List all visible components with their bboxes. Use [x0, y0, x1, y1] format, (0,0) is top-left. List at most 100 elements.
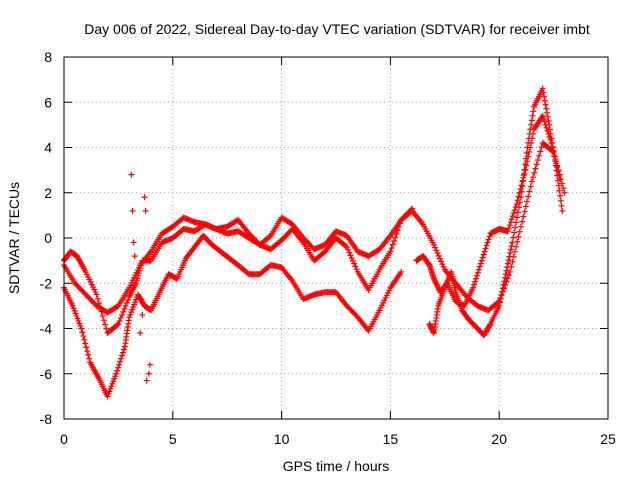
data-point: [507, 268, 514, 275]
data-point: [533, 161, 540, 168]
data-point: [526, 188, 533, 195]
x-tick-label: 25: [600, 431, 616, 447]
data-point: [439, 261, 446, 268]
data-point: [546, 133, 553, 140]
data-point: [502, 271, 509, 278]
data-point: [102, 321, 109, 328]
data-point: [143, 377, 150, 384]
data-point: [433, 247, 440, 254]
data-point: [541, 97, 548, 104]
data-point: [392, 234, 399, 241]
data-point: [118, 355, 125, 362]
data-point: [505, 225, 512, 232]
series-track-b: [61, 232, 405, 400]
data-point: [528, 139, 535, 146]
data-point: [484, 239, 491, 246]
data-point: [503, 267, 510, 274]
data-point: [520, 174, 527, 181]
data-point: [472, 275, 479, 282]
data-point: [521, 208, 528, 215]
data-point: [552, 156, 559, 163]
data-point: [513, 243, 520, 250]
data-point: [515, 209, 522, 216]
data-point: [470, 284, 477, 291]
x-tick-label: 5: [169, 431, 177, 447]
data-point: [349, 257, 356, 264]
data-point: [130, 239, 137, 246]
data-point: [551, 152, 558, 159]
data-point: [129, 207, 136, 214]
data-point: [114, 321, 121, 328]
data-point: [266, 233, 273, 240]
data-point: [116, 361, 123, 368]
data-point: [504, 260, 511, 267]
data-point: [506, 222, 513, 229]
data-point: [83, 344, 90, 351]
data-point: [508, 243, 515, 250]
data-point: [529, 135, 536, 142]
data-point: [113, 370, 120, 377]
data-point: [555, 182, 562, 189]
data-point: [103, 325, 110, 332]
data-point: [486, 322, 493, 329]
y-tick-label: 8: [44, 49, 52, 65]
data-point: [514, 238, 521, 245]
data-point: [480, 251, 487, 258]
data-point: [561, 189, 568, 196]
data-point: [557, 197, 564, 204]
data-point: [530, 174, 537, 181]
data-point: [499, 285, 506, 292]
data-point: [114, 367, 121, 374]
data-point: [122, 302, 129, 309]
data-point: [389, 241, 396, 248]
data-point: [501, 278, 508, 285]
data-point: [560, 185, 567, 192]
data-point: [94, 295, 101, 302]
data-point: [559, 207, 566, 214]
data-point: [343, 244, 350, 251]
data-point: [540, 115, 547, 122]
data-point: [555, 168, 562, 175]
data-point: [510, 234, 517, 241]
data-point: [505, 257, 512, 264]
data-point: [481, 248, 488, 255]
data-point: [527, 183, 534, 190]
data-point: [528, 121, 535, 128]
data-point: [544, 127, 551, 134]
data-point: [352, 263, 359, 270]
x-tick-label: 15: [383, 431, 399, 447]
data-point: [120, 308, 127, 315]
y-tick-label: -8: [40, 411, 53, 427]
data-point: [473, 272, 480, 279]
data-point: [504, 264, 511, 271]
data-point: [84, 348, 91, 355]
data-point: [530, 108, 537, 115]
data-point: [537, 148, 544, 155]
data-point: [479, 254, 486, 261]
data-point: [544, 113, 551, 120]
data-point: [115, 320, 122, 327]
data-point: [517, 223, 524, 230]
data-point: [549, 143, 556, 150]
data-point: [525, 193, 532, 200]
data-point: [346, 249, 353, 256]
data-point: [515, 193, 522, 200]
data-point: [528, 117, 535, 124]
data-point: [115, 364, 122, 371]
y-axis-label: SDTVAR / TECUs: [6, 182, 22, 294]
data-point: [548, 139, 555, 146]
data-point: [520, 213, 527, 220]
x-tick-label: 20: [491, 431, 507, 447]
data-point: [541, 118, 548, 125]
data-point: [512, 204, 519, 211]
data-point: [509, 213, 516, 220]
data-point: [141, 194, 148, 201]
data-point: [146, 361, 153, 368]
data-point: [518, 182, 525, 189]
data-point: [120, 346, 127, 353]
data-point: [435, 252, 442, 259]
data-point: [519, 178, 526, 185]
data-point: [82, 340, 89, 347]
